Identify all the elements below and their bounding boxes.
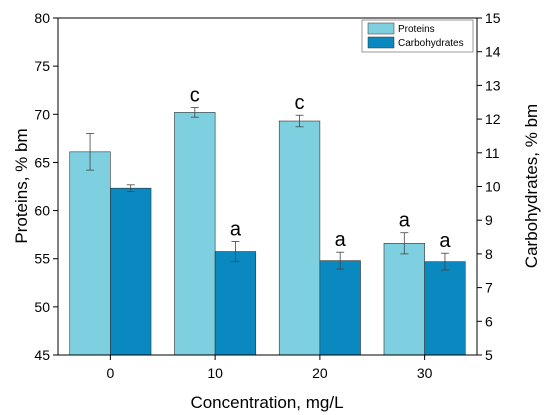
data-label-proteins-30: a bbox=[399, 210, 411, 232]
right-tick-label-10: 10 bbox=[485, 179, 501, 195]
bar-carbohydrates-0 bbox=[110, 187, 152, 356]
x-tick-label-30: 30 bbox=[417, 365, 433, 381]
x-tick-label-10: 10 bbox=[207, 365, 223, 381]
left-tick-label-45: 45 bbox=[34, 347, 50, 363]
bar-proteins-30 bbox=[383, 243, 425, 356]
bar-carbohydrates-30 bbox=[424, 261, 466, 356]
legend-swatch-proteins bbox=[367, 22, 395, 35]
right-tick-label-15: 15 bbox=[485, 10, 501, 26]
right-tick-label-9: 9 bbox=[485, 212, 493, 228]
right-tick-label-7: 7 bbox=[485, 280, 493, 296]
bar-proteins-20 bbox=[278, 120, 321, 356]
data-label-carbohydrates-20: a bbox=[335, 229, 347, 251]
x-axis: 0 10 20 30 bbox=[106, 355, 433, 381]
right-axis: 5 6 7 8 9 10 11 12 13 14 15 bbox=[477, 10, 501, 363]
left-tick-label-50: 50 bbox=[34, 299, 50, 315]
right-axis-title: Carbohydrates, % bm bbox=[522, 104, 541, 268]
left-tick-label-70: 70 bbox=[34, 106, 50, 122]
right-tick-label-8: 8 bbox=[485, 246, 493, 262]
bar-carbohydrates-10 bbox=[214, 251, 257, 356]
legend: Proteins Carbohydrates bbox=[361, 19, 474, 53]
bar-proteins-0 bbox=[69, 151, 111, 356]
right-tick-label-6: 6 bbox=[485, 313, 493, 329]
left-tick-label-75: 75 bbox=[34, 58, 50, 74]
right-tick-label-5: 5 bbox=[485, 347, 493, 363]
bars-layer bbox=[69, 112, 466, 356]
left-axis: 45 50 55 60 65 70 75 80 bbox=[34, 10, 58, 363]
legend-label-carbohydrates: Carbohydrates bbox=[398, 38, 464, 49]
left-tick-label-65: 65 bbox=[34, 154, 50, 170]
x-tick-label-0: 0 bbox=[106, 365, 114, 381]
data-label-carbohydrates-10: a bbox=[230, 218, 242, 240]
left-tick-label-55: 55 bbox=[34, 251, 50, 267]
bar-carbohydrates-20 bbox=[319, 260, 361, 356]
x-axis-title: Concentration, mg/L bbox=[190, 393, 343, 412]
data-label-proteins-20: c bbox=[295, 92, 305, 114]
x-tick-label-20: 20 bbox=[312, 365, 328, 381]
error-bars-layer bbox=[86, 107, 449, 271]
right-tick-label-13: 13 bbox=[485, 77, 501, 93]
left-tick-label-80: 80 bbox=[34, 10, 50, 26]
legend-swatch-carbohydrates bbox=[367, 36, 395, 49]
right-tick-label-12: 12 bbox=[485, 111, 501, 127]
left-tick-label-60: 60 bbox=[34, 203, 50, 219]
legend-label-proteins: Proteins bbox=[398, 24, 435, 35]
data-labels-layer: c a c a a a bbox=[190, 85, 452, 253]
bar-proteins-10 bbox=[174, 112, 216, 356]
left-axis-title: Proteins, % bm bbox=[12, 128, 31, 243]
right-tick-label-14: 14 bbox=[485, 44, 501, 60]
right-tick-label-11: 11 bbox=[485, 145, 500, 161]
data-label-carbohydrates-30: a bbox=[439, 230, 451, 252]
data-label-proteins-10: c bbox=[190, 85, 200, 107]
